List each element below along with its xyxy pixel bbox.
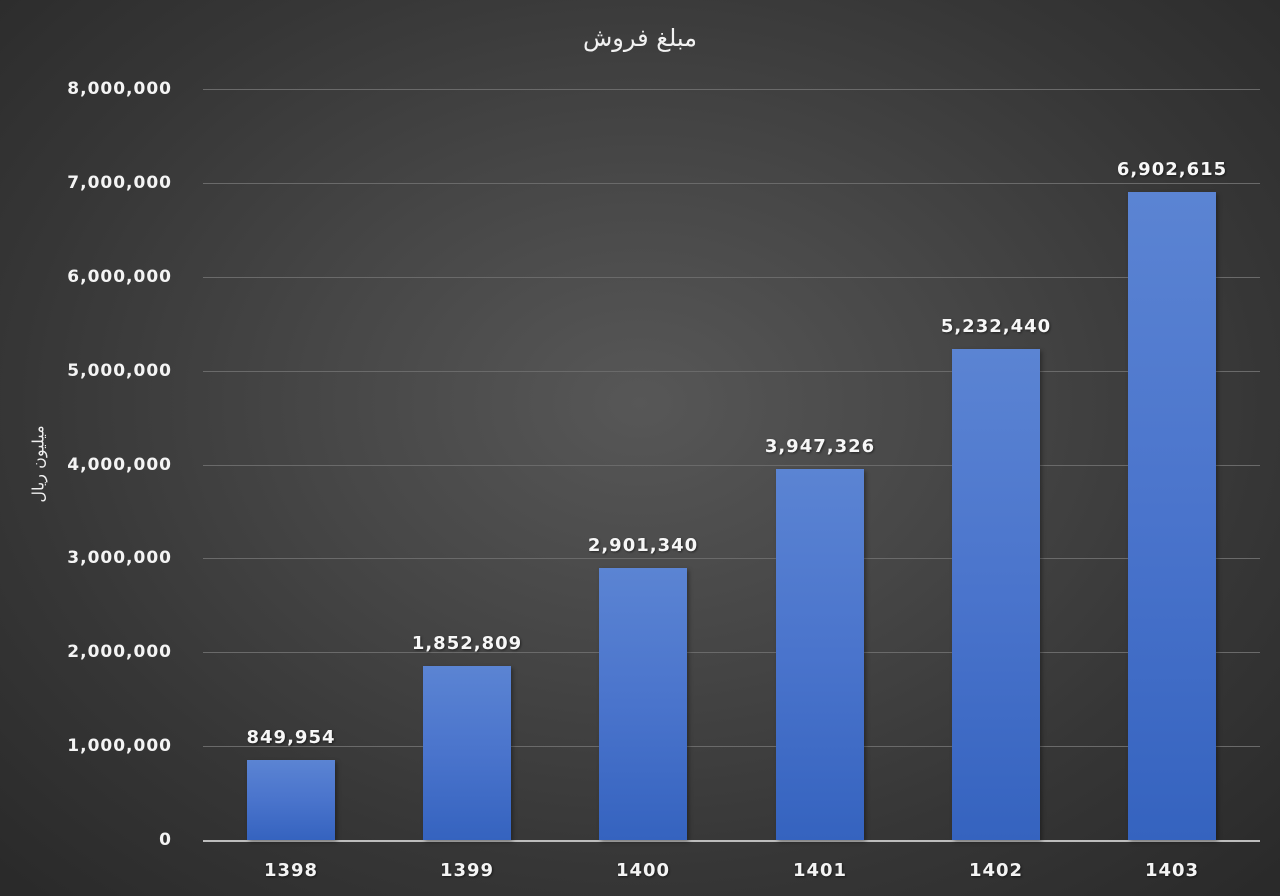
chart-title: مبلغ فروش xyxy=(582,24,698,52)
gridline xyxy=(203,371,1260,372)
bar-1401 xyxy=(776,469,864,840)
y-tick-label: 4,000,000 xyxy=(67,455,172,475)
data-label: 849,954 xyxy=(246,727,336,748)
data-label: 5,232,440 xyxy=(940,316,1052,337)
gridline xyxy=(203,465,1260,466)
data-label: 3,947,326 xyxy=(764,436,876,457)
x-tick-label: 1399 xyxy=(439,860,495,881)
y-tick-label: 2,000,000 xyxy=(67,642,172,662)
y-tick-label: 3,000,000 xyxy=(67,548,172,568)
bar-1398 xyxy=(247,760,335,840)
gridline xyxy=(203,183,1260,184)
gridline xyxy=(203,277,1260,278)
x-tick-label: 1398 xyxy=(263,860,319,881)
y-tick-label: 5,000,000 xyxy=(67,361,172,381)
y-tick-label: 6,000,000 xyxy=(67,267,172,287)
x-tick-label: 1403 xyxy=(1144,860,1200,881)
bar-1403 xyxy=(1128,192,1216,840)
gridline xyxy=(203,558,1260,559)
bar-1402 xyxy=(952,349,1040,840)
x-tick-label: 1401 xyxy=(792,860,848,881)
gridline xyxy=(203,652,1260,653)
gridline xyxy=(203,89,1260,90)
bar-1399 xyxy=(423,666,511,840)
y-tick-label: 8,000,000 xyxy=(67,79,172,99)
data-label: 2,901,340 xyxy=(587,535,699,556)
gridline xyxy=(203,746,1260,747)
y-tick-label: 0 xyxy=(159,830,172,850)
y-tick-label: 7,000,000 xyxy=(67,173,172,193)
data-label: 6,902,615 xyxy=(1116,159,1228,180)
x-axis-line xyxy=(203,840,1260,842)
data-label: 1,852,809 xyxy=(411,633,523,654)
y-tick-label: 1,000,000 xyxy=(67,736,172,756)
bar-1400 xyxy=(599,568,687,840)
x-tick-label: 1402 xyxy=(968,860,1024,881)
x-tick-label: 1400 xyxy=(615,860,671,881)
